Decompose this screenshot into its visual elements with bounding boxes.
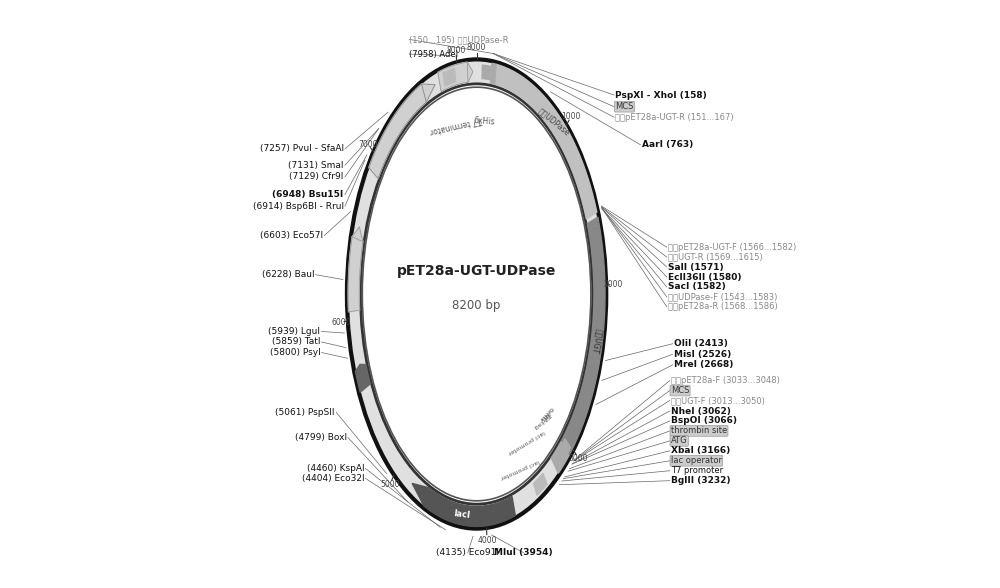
Text: (7958) AdeI: (7958) AdeI xyxy=(409,49,458,59)
Text: T7 promoter: T7 promoter xyxy=(671,466,723,475)
Text: lacI: lacI xyxy=(453,509,470,520)
Text: 酶切UGT-F (3013...3050): 酶切UGT-F (3013...3050) xyxy=(671,396,765,405)
Text: 引物pET28a-F (3033...3048): 引物pET28a-F (3033...3048) xyxy=(671,376,780,385)
Text: RBS: RBS xyxy=(538,410,550,423)
Polygon shape xyxy=(561,217,605,456)
Text: 酶切UGT: 酶切UGT xyxy=(590,328,604,355)
Text: 酶切UDPase: 酶切UDPase xyxy=(536,106,572,137)
Text: (4135) Eco91I: (4135) Eco91I xyxy=(436,548,499,557)
Polygon shape xyxy=(495,64,597,219)
Text: 8000: 8000 xyxy=(467,43,486,52)
Text: (6603) Eco57I: (6603) Eco57I xyxy=(260,231,323,240)
Text: (7129) Cfr9I: (7129) Cfr9I xyxy=(289,172,344,182)
Text: (4404) Eco32I: (4404) Eco32I xyxy=(302,474,364,483)
Text: 6000: 6000 xyxy=(331,318,351,327)
Text: (6914) Bsp6BI - RruI: (6914) Bsp6BI - RruI xyxy=(253,202,344,211)
Text: (150...195) 酶切UDPase-R: (150...195) 酶切UDPase-R xyxy=(409,35,509,44)
Text: 3000: 3000 xyxy=(569,454,588,463)
Text: lac operator: lac operator xyxy=(671,456,722,465)
Text: 8200 bp: 8200 bp xyxy=(452,299,501,312)
Text: 5000: 5000 xyxy=(380,480,400,489)
Text: 8000: 8000 xyxy=(446,45,465,55)
Text: pET28a-UGT-UDPase: pET28a-UGT-UDPase xyxy=(397,263,556,278)
Text: AarI (763): AarI (763) xyxy=(642,141,693,149)
Text: lacI promoter: lacI promoter xyxy=(499,457,540,479)
FancyBboxPatch shape xyxy=(197,0,803,588)
Text: BglII (3232): BglII (3232) xyxy=(671,476,730,485)
Polygon shape xyxy=(348,237,363,312)
Polygon shape xyxy=(562,439,570,454)
Text: (5061) PspSII: (5061) PspSII xyxy=(275,407,335,417)
Text: 引物pET28a-UGT-R (151...167): 引物pET28a-UGT-R (151...167) xyxy=(615,113,734,122)
Text: T7 terminator: T7 terminator xyxy=(429,115,482,135)
Text: 6xHis: 6xHis xyxy=(538,406,554,422)
Text: SacI (1582): SacI (1582) xyxy=(668,282,726,292)
Text: (4799) BoxI: (4799) BoxI xyxy=(295,433,347,442)
Text: 酶切UDPase-F (1543...1583): 酶切UDPase-F (1543...1583) xyxy=(668,292,777,302)
Text: ATG: ATG xyxy=(671,436,688,445)
Text: 1000: 1000 xyxy=(561,112,581,121)
Text: NheI (3062): NheI (3062) xyxy=(671,406,731,416)
Polygon shape xyxy=(347,59,606,529)
Text: (5800) PsyI: (5800) PsyI xyxy=(270,348,320,357)
Text: MreI (2668): MreI (2668) xyxy=(674,360,733,369)
Text: MluI (3954): MluI (3954) xyxy=(494,548,553,557)
Polygon shape xyxy=(490,64,496,84)
Text: (6228) BauI: (6228) BauI xyxy=(262,270,314,279)
Polygon shape xyxy=(438,62,468,92)
Text: BspOI (3066): BspOI (3066) xyxy=(671,416,737,426)
Polygon shape xyxy=(551,442,569,473)
Polygon shape xyxy=(560,445,567,459)
Polygon shape xyxy=(556,449,565,466)
Polygon shape xyxy=(422,84,435,102)
Text: (5859) TatI: (5859) TatI xyxy=(272,338,320,346)
Text: MisI (2526): MisI (2526) xyxy=(674,350,731,359)
Text: EclI36II (1580): EclI36II (1580) xyxy=(668,272,741,282)
Text: 7000: 7000 xyxy=(358,140,378,149)
Text: MCS: MCS xyxy=(671,386,689,395)
Text: PspXI - XhoI (158): PspXI - XhoI (158) xyxy=(615,91,707,99)
Polygon shape xyxy=(412,483,428,506)
Polygon shape xyxy=(355,365,370,392)
Polygon shape xyxy=(482,65,491,79)
Text: (7131) SmaI: (7131) SmaI xyxy=(288,161,344,170)
Text: SalI (1571): SalI (1571) xyxy=(668,263,724,272)
Text: thrombin site: thrombin site xyxy=(671,426,727,436)
Polygon shape xyxy=(443,68,456,86)
Text: (7257) PvuI - SfaAI: (7257) PvuI - SfaAI xyxy=(260,145,344,153)
Text: OliI (2413): OliI (2413) xyxy=(674,339,728,348)
Text: 引物pET28a-R (1568...1586): 引物pET28a-R (1568...1586) xyxy=(668,302,778,312)
Text: 2000: 2000 xyxy=(603,280,623,289)
Text: MCS: MCS xyxy=(615,102,634,111)
Polygon shape xyxy=(424,487,515,526)
Text: XbaI (3166): XbaI (3166) xyxy=(671,446,730,455)
Polygon shape xyxy=(534,473,547,495)
Polygon shape xyxy=(352,227,363,242)
Polygon shape xyxy=(467,62,473,82)
Text: (4460) KspAI: (4460) KspAI xyxy=(307,464,364,473)
Polygon shape xyxy=(369,84,426,179)
Text: (5939) LguI: (5939) LguI xyxy=(268,327,320,336)
Text: 酶切UGT-R (1569...1615): 酶切UGT-R (1569...1615) xyxy=(668,253,763,262)
Text: (6948) Bsu15I: (6948) Bsu15I xyxy=(272,190,344,199)
Text: 引物pET28a-UGT-F (1566...1582): 引物pET28a-UGT-F (1566...1582) xyxy=(668,243,796,252)
Text: T7 tag: T7 tag xyxy=(533,412,551,430)
Text: 6xHis: 6xHis xyxy=(473,116,495,126)
Polygon shape xyxy=(355,365,366,371)
Text: 4000: 4000 xyxy=(477,536,497,544)
Text: lacI promoter: lacI promoter xyxy=(507,429,546,456)
